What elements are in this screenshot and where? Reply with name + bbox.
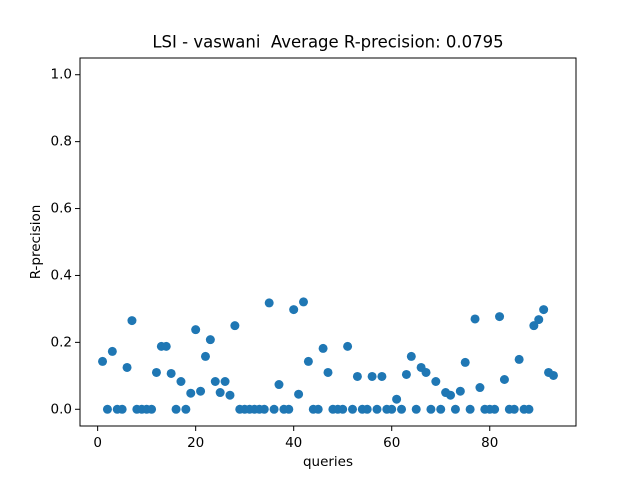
point (230, 321, 240, 331)
point (362, 404, 372, 414)
point (303, 356, 313, 366)
point (499, 374, 509, 384)
point (436, 404, 446, 414)
point (348, 404, 358, 414)
point (166, 368, 176, 378)
point (377, 371, 387, 381)
x-axis-label: queries (303, 454, 353, 470)
y-tick-label: 0.8 (51, 134, 72, 150)
point (210, 377, 220, 387)
point (200, 351, 210, 361)
point (107, 346, 117, 356)
point (534, 315, 544, 325)
point (122, 362, 132, 372)
point (161, 341, 171, 351)
point (264, 298, 274, 308)
point (392, 394, 402, 404)
point (294, 389, 304, 399)
point (298, 297, 308, 307)
point (318, 343, 328, 353)
point (196, 386, 206, 396)
x-tick-label: 60 (383, 435, 400, 451)
point (529, 321, 539, 331)
point (147, 404, 157, 414)
point (460, 357, 470, 367)
point (490, 404, 500, 414)
y-tick-label: 0.4 (51, 267, 72, 283)
x-tick-label: 80 (481, 435, 498, 451)
point (509, 404, 519, 414)
point (465, 404, 475, 414)
point (446, 390, 456, 400)
y-tick-label: 0.2 (51, 334, 72, 350)
point (352, 371, 362, 381)
point (117, 404, 127, 414)
point (367, 371, 377, 381)
point (421, 367, 431, 377)
chart-title: LSI - vaswani Average R-precision: 0.079… (152, 33, 503, 52)
y-tick-label: 0.6 (51, 201, 72, 217)
point (274, 380, 284, 390)
point (338, 404, 348, 414)
point (215, 388, 225, 398)
point (151, 367, 161, 377)
point (397, 404, 407, 414)
point (205, 335, 215, 345)
point (323, 367, 333, 377)
point (455, 386, 465, 396)
x-tick-label: 20 (187, 435, 204, 451)
point (450, 404, 460, 414)
x-tick-label: 0 (93, 435, 102, 451)
point (313, 404, 323, 414)
point (524, 404, 534, 414)
x-tick-label: 40 (285, 435, 302, 451)
point (259, 404, 269, 414)
y-tick-label: 0.0 (51, 401, 72, 417)
point (431, 377, 441, 387)
point (343, 341, 353, 351)
point (176, 377, 186, 387)
point (127, 316, 137, 326)
point (171, 404, 181, 414)
y-axis-label: R-precision (28, 205, 44, 280)
point (289, 305, 299, 315)
point (269, 404, 279, 414)
point (102, 404, 112, 414)
point (191, 325, 201, 335)
point (495, 312, 505, 322)
point (387, 404, 397, 414)
point (225, 390, 235, 400)
point (406, 351, 416, 361)
point (98, 356, 108, 366)
point (470, 314, 480, 324)
point (514, 354, 524, 364)
point (548, 370, 558, 380)
point (372, 404, 382, 414)
y-tick-label: 1.0 (51, 67, 72, 83)
point (186, 388, 196, 398)
plot-frame (79, 57, 577, 427)
point (220, 377, 230, 387)
point (426, 404, 436, 414)
point (411, 404, 421, 414)
point (181, 404, 191, 414)
point (401, 369, 411, 379)
point (539, 305, 549, 315)
point (475, 383, 485, 393)
point (284, 404, 294, 414)
